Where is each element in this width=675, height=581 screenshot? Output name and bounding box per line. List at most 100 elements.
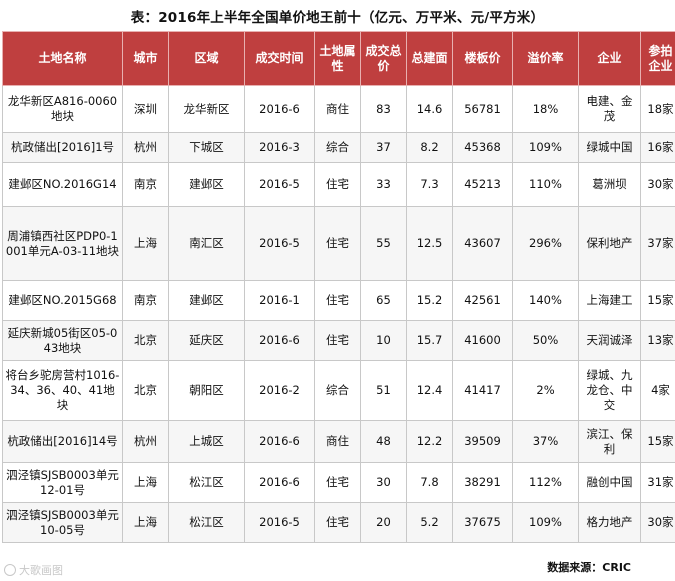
cell-company: 绿城中国 (578, 132, 641, 163)
cell-bidders: 15家 (640, 420, 675, 463)
header-row: 土地名称 城市 区域 成交时间 土地属性 成交总价 总建面 楼板价 溢价率 企业… (2, 31, 675, 86)
cell-district: 下城区 (168, 132, 245, 163)
cell-premium-rate: 296% (512, 206, 579, 281)
col-header-floor-area: 总建面 (406, 31, 453, 86)
cell-deal-time: 2016-2 (244, 360, 315, 421)
cell-total-price: 10 (360, 320, 407, 361)
cell-bidders: 31家 (640, 462, 675, 503)
cell-deal-time: 2016-5 (244, 206, 315, 281)
cell-bidders: 18家 (640, 85, 675, 133)
cell-land-use: 商住 (314, 85, 361, 133)
cell-total-price: 65 (360, 280, 407, 321)
cell-premium-rate: 37% (512, 420, 579, 463)
cell-floor-area: 12.5 (406, 206, 453, 281)
cell-unit-price: 38291 (452, 462, 513, 503)
cell-land-name: 周浦镇西社区PDP0-1001单元A-03-11地块 (2, 206, 123, 281)
cell-city: 杭州 (122, 132, 169, 163)
table-row: 将台乡驼房营村1016-34、36、40、41地块 北京 朝阳区 2016-2 综合 51… (2, 360, 675, 421)
cell-unit-price: 42561 (452, 280, 513, 321)
table-row: 周浦镇西社区PDP0-1001单元A-03-11地块 上海 南汇区 2016-5 住宅 5… (2, 206, 675, 281)
cell-land-use: 住宅 (314, 162, 361, 207)
cell-land-name: 杭政储出[2016]1号 (2, 132, 123, 163)
cell-company: 保利地产 (578, 206, 641, 281)
cell-floor-area: 12.4 (406, 360, 453, 421)
cell-bidders: 15家 (640, 280, 675, 321)
cell-bidders: 30家 (640, 502, 675, 543)
cell-unit-price: 37675 (452, 502, 513, 543)
cell-premium-rate: 50% (512, 320, 579, 361)
cell-city: 上海 (122, 206, 169, 281)
data-source: 数据来源：CRIC (547, 561, 631, 574)
cell-total-price: 37 (360, 132, 407, 163)
cell-city: 北京 (122, 320, 169, 361)
cell-land-name: 龙华新区A816-0060地块 (2, 85, 123, 133)
col-header-land-name: 土地名称 (2, 31, 123, 86)
cell-unit-price: 45368 (452, 132, 513, 163)
cell-district: 上城区 (168, 420, 245, 463)
cell-company: 天润诚泽 (578, 320, 641, 361)
cell-deal-time: 2016-6 (244, 420, 315, 463)
cell-deal-time: 2016-3 (244, 132, 315, 163)
col-header-total-price: 成交总价 (360, 31, 407, 86)
footer: 大歌画图 数据来源：CRIC (0, 556, 675, 581)
cell-city: 杭州 (122, 420, 169, 463)
cell-district: 南汇区 (168, 206, 245, 281)
cell-company: 融创中国 (578, 462, 641, 503)
cell-total-price: 83 (360, 85, 407, 133)
cell-unit-price: 56781 (452, 85, 513, 133)
land-king-table: 土地名称 城市 区域 成交时间 土地属性 成交总价 总建面 楼板价 溢价率 企业… (2, 31, 675, 543)
cell-city: 深圳 (122, 85, 169, 133)
cell-land-name: 将台乡驼房营村1016-34、36、40、41地块 (2, 360, 123, 421)
cell-bidders: 16家 (640, 132, 675, 163)
col-header-district: 区域 (168, 31, 245, 86)
cell-bidders: 37家 (640, 206, 675, 281)
col-header-city: 城市 (122, 31, 169, 86)
cell-unit-price: 41417 (452, 360, 513, 421)
cell-land-use: 住宅 (314, 462, 361, 503)
cell-land-use: 住宅 (314, 502, 361, 543)
cell-premium-rate: 109% (512, 132, 579, 163)
cell-city: 南京 (122, 280, 169, 321)
cell-bidders: 4家 (640, 360, 675, 421)
cell-unit-price: 45213 (452, 162, 513, 207)
cell-unit-price: 41600 (452, 320, 513, 361)
cell-deal-time: 2016-5 (244, 502, 315, 543)
cell-deal-time: 2016-6 (244, 85, 315, 133)
cell-land-name: 建邺区NO.2016G14 (2, 162, 123, 207)
cell-district: 建邺区 (168, 162, 245, 207)
cell-floor-area: 15.7 (406, 320, 453, 361)
cell-district: 龙华新区 (168, 85, 245, 133)
cell-company: 滨江、保利 (578, 420, 641, 463)
cell-premium-rate: 18% (512, 85, 579, 133)
cell-company: 上海建工 (578, 280, 641, 321)
table-row: 杭政储出[2016]1号 杭州 下城区 2016-3 综合 37 8.2 45368 109% 绿… (2, 132, 675, 163)
cell-unit-price: 39509 (452, 420, 513, 463)
col-header-unit-price: 楼板价 (452, 31, 513, 86)
table-row: 龙华新区A816-0060地块 深圳 龙华新区 2016-6 商住 83 14.6 56781… (2, 85, 675, 133)
cell-deal-time: 2016-1 (244, 280, 315, 321)
cell-district: 松江区 (168, 462, 245, 503)
cell-total-price: 55 (360, 206, 407, 281)
cell-city: 南京 (122, 162, 169, 207)
table-row: 建邺区NO.2016G14 南京 建邺区 2016-5 住宅 33 7.3 45213 110%… (2, 162, 675, 207)
cell-premium-rate: 112% (512, 462, 579, 503)
cell-floor-area: 14.6 (406, 85, 453, 133)
cell-premium-rate: 110% (512, 162, 579, 207)
cell-company: 葛洲坝 (578, 162, 641, 207)
cell-total-price: 33 (360, 162, 407, 207)
table-row: 杭政储出[2016]14号 杭州 上城区 2016-6 商住 48 12.2 39509 37%… (2, 420, 675, 463)
watermark-logo-icon (4, 564, 16, 576)
cell-total-price: 48 (360, 420, 407, 463)
cell-district: 建邺区 (168, 280, 245, 321)
cell-land-use: 商住 (314, 420, 361, 463)
cell-premium-rate: 140% (512, 280, 579, 321)
cell-unit-price: 43607 (452, 206, 513, 281)
cell-company: 绿城、九龙仓、中交 (578, 360, 641, 421)
cell-land-use: 住宅 (314, 320, 361, 361)
cell-land-name: 杭政储出[2016]14号 (2, 420, 123, 463)
cell-land-name: 建邺区NO.2015G68 (2, 280, 123, 321)
cell-land-use: 住宅 (314, 280, 361, 321)
table-row: 泗泾镇SJSB0003单元12-01号 上海 松江区 2016-6 住宅 30 7.8 382… (2, 462, 675, 503)
cell-land-name: 延庆新城05街区05-043地块 (2, 320, 123, 361)
cell-land-use: 住宅 (314, 206, 361, 281)
